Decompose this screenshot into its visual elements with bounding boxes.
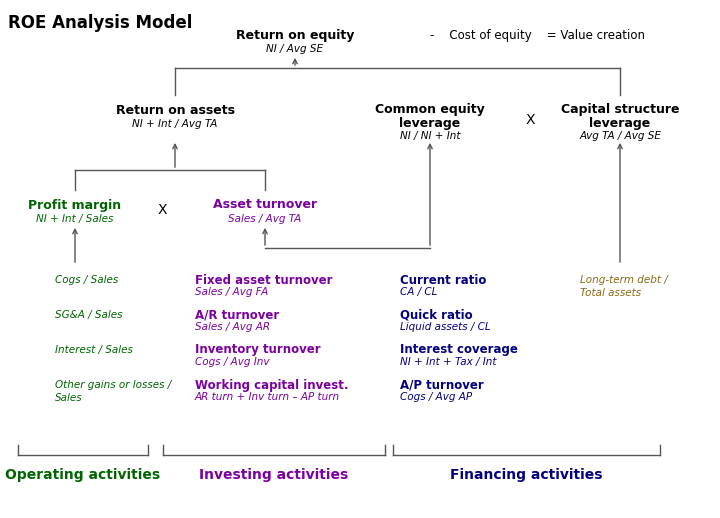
Text: CA / CL: CA / CL (400, 287, 437, 297)
Text: Asset turnover: Asset turnover (213, 198, 317, 211)
Text: A/P turnover: A/P turnover (400, 379, 484, 392)
Text: Liquid assets / CL: Liquid assets / CL (400, 322, 490, 332)
Text: Investing activities: Investing activities (199, 468, 348, 482)
Text: ROE Analysis Model: ROE Analysis Model (8, 14, 192, 32)
Text: Operating activities: Operating activities (6, 468, 161, 482)
Text: NI + Int + Tax / Int: NI + Int + Tax / Int (400, 357, 497, 367)
Text: Long-term debt /: Long-term debt / (580, 275, 667, 285)
Text: Sales: Sales (55, 393, 83, 403)
Text: NI + Int / Avg TA: NI + Int / Avg TA (132, 119, 217, 129)
Text: AR turn + Inv turn – AP turn: AR turn + Inv turn – AP turn (195, 392, 340, 402)
Text: X: X (157, 203, 167, 217)
Text: Sales / Avg AR: Sales / Avg AR (195, 322, 270, 332)
Text: Cogs / Avg Inv: Cogs / Avg Inv (195, 357, 269, 367)
Text: Quick ratio: Quick ratio (400, 309, 472, 322)
Text: Avg TA / Avg SE: Avg TA / Avg SE (579, 131, 661, 141)
Text: Total assets: Total assets (580, 288, 641, 298)
Text: Return on assets: Return on assets (115, 104, 235, 117)
Text: Return on equity: Return on equity (236, 28, 354, 41)
Text: Fixed asset turnover: Fixed asset turnover (195, 274, 333, 286)
Text: Cogs / Avg AP: Cogs / Avg AP (400, 392, 472, 402)
Text: X: X (526, 113, 535, 127)
Text: Cogs / Sales: Cogs / Sales (55, 275, 118, 285)
Text: Sales / Avg FA: Sales / Avg FA (195, 287, 269, 297)
Text: Interest coverage: Interest coverage (400, 343, 518, 356)
Text: NI / NI + Int: NI / NI + Int (400, 131, 460, 141)
Text: SG&A / Sales: SG&A / Sales (55, 310, 122, 320)
Text: Common equity: Common equity (375, 104, 485, 117)
Text: Inventory turnover: Inventory turnover (195, 343, 320, 356)
Text: Current ratio: Current ratio (400, 274, 487, 286)
Text: Sales / Avg TA: Sales / Avg TA (228, 214, 302, 224)
Text: leverage: leverage (590, 117, 651, 130)
Text: A/R turnover: A/R turnover (195, 309, 279, 322)
Text: NI / Avg SE: NI / Avg SE (266, 44, 323, 54)
Text: Other gains or losses /: Other gains or losses / (55, 380, 171, 390)
Text: Capital structure: Capital structure (561, 104, 679, 117)
Text: Profit margin: Profit margin (28, 198, 122, 211)
Text: leverage: leverage (400, 117, 461, 130)
Text: NI + Int / Sales: NI + Int / Sales (36, 214, 114, 224)
Text: Financing activities: Financing activities (450, 468, 603, 482)
Text: Interest / Sales: Interest / Sales (55, 345, 133, 355)
Text: -    Cost of equity    = Value creation: - Cost of equity = Value creation (430, 28, 645, 41)
Text: Working capital invest.: Working capital invest. (195, 379, 348, 392)
